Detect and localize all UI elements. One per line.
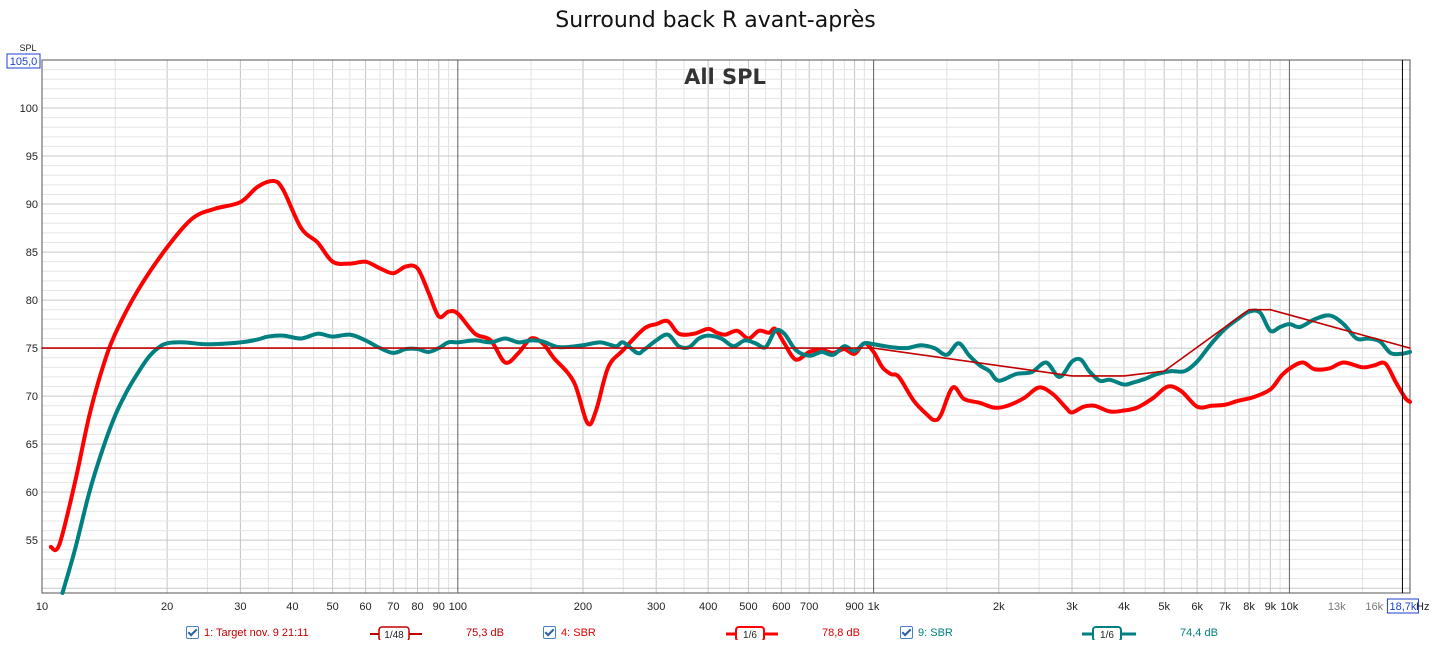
series-layer (41, 178, 1412, 595)
x-tick-label: 1k (868, 601, 880, 613)
y-tick-label: 100 (20, 103, 38, 115)
x-cursor-readout: 18,7k (1389, 601, 1416, 613)
x-tick-label: 2k (993, 601, 1005, 613)
series3-smoothing: 1/6 (1100, 630, 1114, 640)
series2-smoothing-button[interactable]: 1/6 (726, 626, 778, 640)
series2-name: 4: SBR (561, 627, 596, 639)
x-tick-label: 3k (1066, 601, 1078, 613)
y-top-readout: 105,0 (10, 56, 38, 68)
series1-smoothing-button[interactable]: 1/48 (370, 626, 422, 640)
x-tick-label: 90 (433, 601, 445, 613)
series2-smoothing: 1/6 (743, 630, 757, 640)
series-line-2 (48, 178, 1412, 553)
x-tick-label: 6k (1191, 601, 1203, 613)
x-tick-label: 5k (1158, 601, 1170, 613)
x-tick-label: 300 (647, 601, 665, 613)
x-tick-label: 40 (286, 601, 298, 613)
y-tick-label: 65 (26, 439, 38, 451)
y-axis-label: SPL (19, 43, 36, 53)
series3-level: 74,4 dB (1180, 627, 1218, 639)
y-tick-label: 60 (26, 487, 38, 499)
grid-minor (42, 59, 1410, 593)
x-tick-label: 200 (574, 601, 592, 613)
x-tick-label: 70 (387, 601, 399, 613)
x-tick-label: 100 (449, 601, 467, 613)
x-tick-label: 8k (1243, 601, 1255, 613)
y-top-readout-box[interactable] (6, 53, 41, 69)
series3-checkbox[interactable] (900, 626, 913, 639)
series1-smoothing: 1/48 (384, 630, 404, 640)
x-tick-label: 10 (36, 601, 48, 613)
x-tick-label: 10k (1281, 601, 1299, 613)
y-tick-label: 80 (26, 295, 38, 307)
series1-checkbox[interactable] (186, 626, 199, 639)
x-axis: 10 20 30 40 50 60 70 80 90 100 200 300 400 500 600 700 9… (36, 601, 1384, 613)
x-tick-label: 400 (699, 601, 717, 613)
series3-name: 9: SBR (918, 627, 953, 639)
x-tick-label: 60 (359, 601, 371, 613)
series2-level: 78,8 dB (822, 627, 860, 639)
x-tick-label: 20 (161, 601, 173, 613)
series1-level: 75,3 dB (466, 627, 504, 639)
series1-name: 1: Target nov. 9 21:11 (204, 627, 309, 639)
y-tick-label: 55 (26, 535, 38, 547)
y-tick-label: 75 (26, 343, 38, 355)
x-tick-label: 900 (845, 601, 863, 613)
x-cursor-readout-box[interactable] (1386, 598, 1419, 614)
series-line-1 (41, 308, 1411, 377)
y-tick-label: 90 (26, 199, 38, 211)
x-tick-label: 9k (1265, 601, 1277, 613)
x-tick-label: 4k (1118, 601, 1130, 613)
x-tick-label: 500 (739, 601, 757, 613)
x-tick-label: 600 (772, 601, 790, 613)
y-tick-label: 85 (26, 247, 38, 259)
y-tick-label: 70 (26, 391, 38, 403)
x-tick-label: 50 (327, 601, 339, 613)
x-tick-label: 7k (1219, 601, 1231, 613)
series-line-3 (60, 308, 1412, 595)
series2-checkbox[interactable] (543, 626, 556, 639)
x-tick-label: 13k (1328, 601, 1346, 613)
grid-major (41, 60, 1290, 593)
series3-smoothing-button[interactable]: 1/6 (1082, 626, 1136, 640)
x-tick-label: 16k (1365, 601, 1383, 613)
chart-title: Surround back R avant-après (555, 8, 876, 33)
x-axis-unit: Hz (1416, 601, 1429, 613)
y-tick-label: 95 (26, 151, 38, 163)
x-tick-label: 80 (411, 601, 423, 613)
x-tick-label: 30 (234, 601, 246, 613)
plot-border (41, 59, 1411, 594)
x-tick-label: 700 (800, 601, 818, 613)
y-axis: 55 60 65 70 75 80 85 90 95 100 (20, 103, 38, 547)
annotation-all-spl: All SPL (684, 65, 766, 89)
